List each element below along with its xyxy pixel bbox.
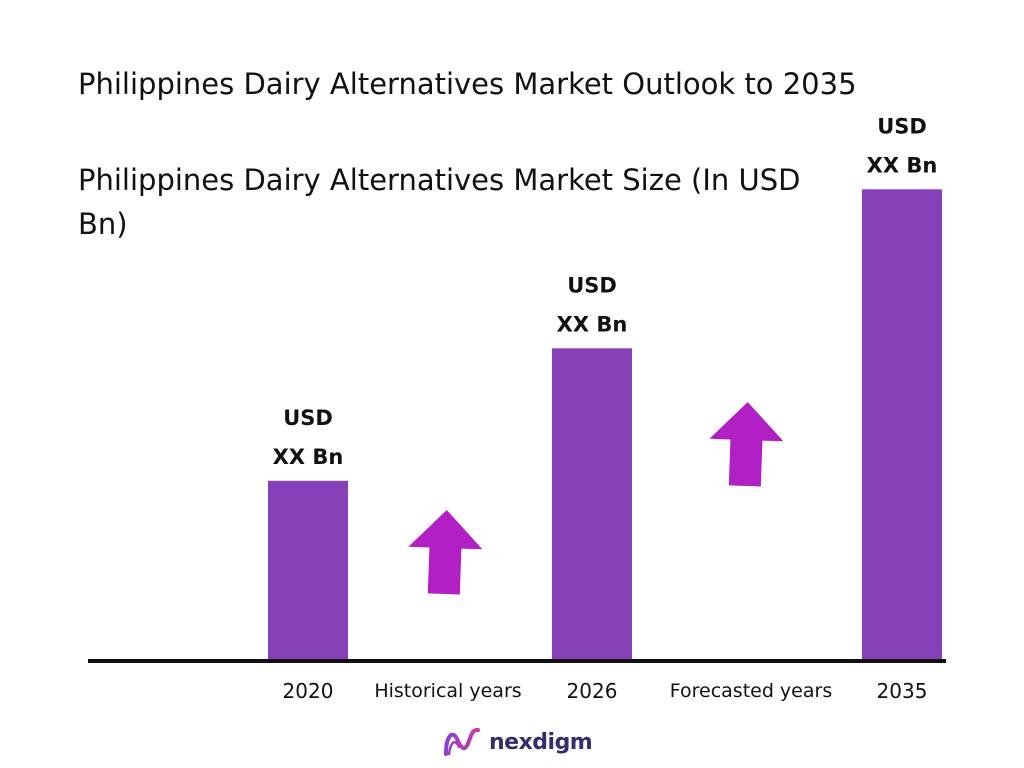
period-label-1: Historical years <box>374 680 521 702</box>
bar-2035 <box>862 189 942 662</box>
data-label-2020-line2: XX Bn <box>273 445 344 469</box>
chart-title: Philippines Dairy Alternatives Market Ou… <box>78 67 857 101</box>
nexdigm-logo-icon <box>444 727 480 756</box>
nexdigm-logo-text: nexdigm <box>489 729 593 755</box>
data-label-2026-line1: USD <box>567 273 617 297</box>
chart-subtitle: Philippines Dairy Alternatives Market Si… <box>78 163 801 241</box>
nexdigm-logo: nexdigm <box>443 724 593 760</box>
data-label-2026-line2: XX Bn <box>557 312 628 336</box>
bar-2026 <box>552 348 632 661</box>
data-label-2020-line1: USD <box>283 406 333 430</box>
growth-arrow-forecast-icon <box>709 402 784 487</box>
growth-arrow-historical-icon <box>408 510 483 595</box>
bar-2020 <box>268 480 348 661</box>
period-label-2: Forecasted years <box>670 680 832 702</box>
tick-label-2020: 2020 <box>283 679 334 703</box>
data-label-2035-line1: USD <box>877 114 927 138</box>
tick-label-2035: 2035 <box>877 679 928 703</box>
data-label-2035-line2: XX Bn <box>867 153 938 177</box>
tick-label-2026: 2026 <box>567 679 618 703</box>
